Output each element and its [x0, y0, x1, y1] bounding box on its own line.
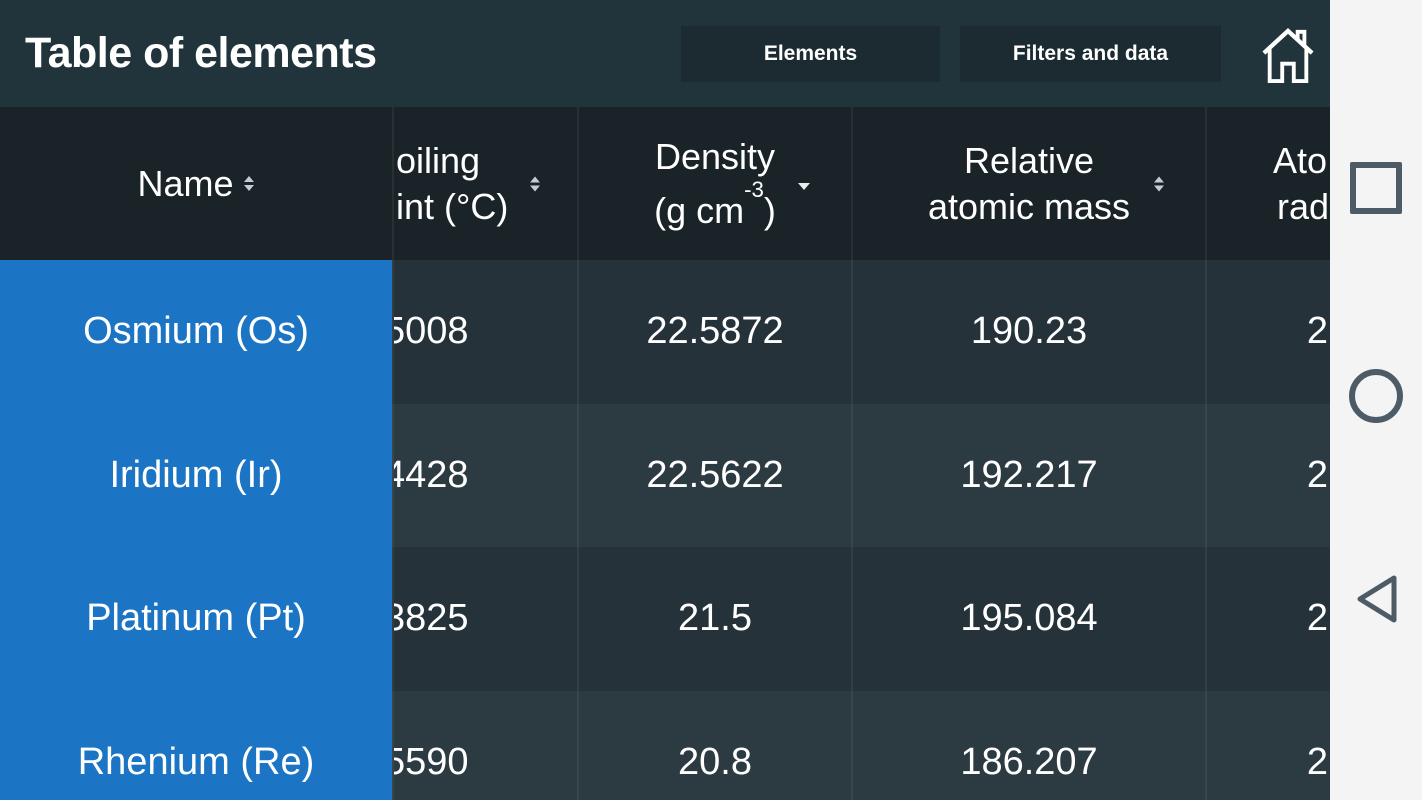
boiling-point-cell: 5590: [392, 690, 577, 800]
table-row[interactable]: Iridium (Ir) 4428 22.5622 192.217 2: [0, 403, 1330, 547]
relmass-header-line1: Relative: [963, 139, 1095, 181]
density-header-line1: Density: [654, 135, 776, 177]
page-title: Table of elements: [25, 29, 377, 77]
recents-square-icon: [1350, 162, 1402, 214]
home-icon: [1262, 27, 1314, 83]
table-row[interactable]: Platinum (Pt) 3825 21.5 195.084 2: [0, 547, 1330, 691]
boiling-point-cell: 4428: [392, 403, 577, 547]
sort-unsorted-icon: [530, 176, 540, 191]
relative-atomic-mass-cell: 195.084: [851, 547, 1205, 691]
nav-back-button[interactable]: [1330, 572, 1422, 626]
column-header-density[interactable]: Density (g cm-3): [577, 107, 851, 260]
filters-and-data-button[interactable]: Filters and data: [960, 26, 1221, 82]
atomic-radius-cell: 2: [1205, 260, 1330, 404]
element-name-cell: Iridium (Ir): [0, 403, 392, 547]
density-header-line2: (g cm-3): [654, 177, 776, 231]
app-home-button[interactable]: [1258, 21, 1318, 89]
radius-header-line1: Ato: [1273, 139, 1328, 181]
relative-atomic-mass-cell: 192.217: [851, 403, 1205, 547]
table-row[interactable]: Osmium (Os) 5008 22.5872 190.23 2: [0, 260, 1330, 404]
atomic-radius-cell: 2: [1205, 547, 1330, 691]
radius-header-line2: radi: [1277, 185, 1330, 227]
android-nav-bar: [1330, 0, 1422, 800]
element-name-cell: Osmium (Os): [0, 260, 392, 404]
boiling-header-line2: int (°C): [396, 185, 509, 227]
density-cell: 20.8: [577, 690, 851, 800]
atomic-radius-cell: 2: [1205, 690, 1330, 800]
sort-unsorted-icon: [243, 176, 254, 191]
filters-button-label: Filters and data: [1012, 42, 1169, 65]
atomic-radius-cell: 2: [1205, 403, 1330, 547]
app-bar: Table of elements Elements Filters and d…: [0, 0, 1330, 107]
column-header-name-label: Name: [137, 162, 234, 204]
boiling-header-line1: oiling: [396, 139, 481, 181]
nav-recents-button[interactable]: [1330, 162, 1422, 214]
column-header-name[interactable]: Name: [0, 107, 392, 260]
density-cell: 22.5872: [577, 260, 851, 404]
sort-descending-icon: [798, 182, 810, 190]
relative-atomic-mass-cell: 186.207: [851, 690, 1205, 800]
table-header-row: Name oiling int (°C) Density (g cm-3): [0, 107, 1330, 260]
column-header-atomic-radius[interactable]: Ato radi: [1205, 107, 1330, 260]
table-row[interactable]: Rhenium (Re) 5590 20.8 186.207 2: [0, 690, 1330, 800]
elements-table: Name oiling int (°C) Density (g cm-3): [0, 107, 1330, 800]
column-header-relative-atomic-mass[interactable]: Relative atomic mass: [851, 107, 1205, 260]
boiling-point-cell: 3825: [392, 547, 577, 691]
density-cell: 22.5622: [577, 403, 851, 547]
sort-unsorted-icon: [1154, 176, 1164, 191]
elements-button[interactable]: Elements: [681, 26, 940, 82]
elements-button-label: Elements: [763, 42, 858, 65]
boiling-point-cell: 5008: [392, 260, 577, 404]
home-circle-icon: [1349, 369, 1403, 423]
nav-home-button[interactable]: [1330, 369, 1422, 423]
relative-atomic-mass-cell: 190.23: [851, 260, 1205, 404]
element-name-cell: Platinum (Pt): [0, 547, 392, 691]
density-cell: 21.5: [577, 547, 851, 691]
back-triangle-icon: [1357, 575, 1397, 623]
column-header-boiling-point[interactable]: oiling int (°C): [392, 107, 577, 260]
relmass-header-line2: atomic mass: [927, 185, 1131, 227]
element-name-cell: Rhenium (Re): [0, 690, 392, 800]
